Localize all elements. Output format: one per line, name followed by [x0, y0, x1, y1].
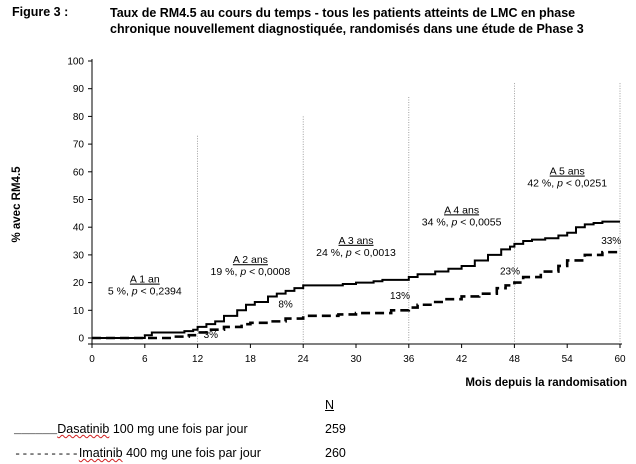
x-tick-label: 18 — [245, 354, 257, 365]
legend-n-imatinib: 260 — [325, 446, 346, 460]
annotation-percent: 19 %, — [211, 266, 241, 278]
annotation-p-value: < 0,0055 — [457, 216, 501, 228]
y-tick-label: 20 — [73, 278, 85, 289]
x-tick-label: 60 — [614, 354, 626, 365]
legend-n-header: N — [325, 398, 335, 412]
annotation-percent: 42 %, — [527, 178, 557, 190]
legend-dose: 400 mg une fois par jour — [122, 446, 261, 460]
figure-title: Taux de RM4.5 au cours du temps - tous l… — [110, 5, 630, 37]
x-axis-label: Mois depuis la randomisation — [465, 377, 627, 389]
figure-title-line-1: Taux de RM4.5 au cours du temps - tous l… — [110, 6, 576, 20]
legend-n-dasatinib: 259 — [325, 422, 346, 436]
annotation-p-value: < 0,0008 — [246, 266, 290, 278]
annotation-value: 34 %, p < 0,0055 — [422, 216, 502, 228]
y-tick-label: 90 — [73, 84, 85, 95]
annotation-p-symbol: p — [131, 286, 138, 298]
x-tick-label: 42 — [456, 354, 468, 365]
x-tick-label: 30 — [350, 354, 362, 365]
annotation-percent: 24 %, — [316, 247, 346, 259]
figure-title-line-2: chronique nouvellement diagnostiquée, ra… — [110, 22, 584, 36]
value-label: 23% — [500, 266, 520, 277]
annotation-p-value: < 0,0013 — [352, 247, 396, 259]
legend-solid-line: ______ — [14, 423, 58, 437]
annotation-p-symbol: p — [345, 247, 352, 259]
annotation-heading: A 5 ans — [550, 166, 585, 178]
figure-label: Figure 3 : — [12, 5, 69, 19]
annotation-p-value: < 0,0251 — [563, 178, 607, 190]
annotation-percent: 34 %, — [422, 216, 452, 228]
annotation-p-symbol: p — [556, 178, 563, 190]
y-tick-label: 10 — [73, 306, 85, 317]
legend-row-dasatinib: ______Dasatinib 100 mg une fois par jour — [14, 422, 248, 437]
legend-row-imatinib: ---------Imatinib 400 mg une fois par jo… — [14, 446, 261, 461]
legend-drug-name: Imatinib — [78, 446, 123, 460]
value-label: 33% — [601, 236, 621, 247]
series-line-dasatinib — [92, 220, 620, 339]
annotation-p-symbol: p — [239, 266, 246, 278]
y-axis-label: % avec RM4.5 — [11, 166, 23, 243]
x-tick-label: 6 — [142, 354, 148, 365]
x-tick-label: 0 — [89, 354, 95, 365]
annotation-percent: 5 %, — [108, 286, 132, 298]
annotation-value: 24 %, p < 0,0013 — [316, 247, 396, 259]
value-label: 3% — [204, 330, 219, 341]
legend-drug-name: Dasatinib — [57, 422, 110, 436]
annotation-p-symbol: p — [451, 216, 458, 228]
legend-dose: 100 mg une fois par jour — [109, 422, 248, 436]
y-tick-label: 0 — [78, 334, 84, 345]
x-tick-label: 12 — [192, 354, 204, 365]
legend-dashed-line: --------- — [14, 447, 79, 461]
x-tick-label: 48 — [509, 354, 521, 365]
y-tick-label: 60 — [73, 167, 85, 178]
annotation-value: 19 %, p < 0,0008 — [211, 266, 291, 278]
annotation-p-value: < 0,2394 — [138, 286, 182, 298]
y-tick-label: 50 — [73, 195, 85, 206]
y-tick-label: 100 — [67, 57, 84, 68]
annotation-value: 5 %, p < 0,2394 — [108, 286, 182, 298]
annotation-heading: A 2 ans — [233, 254, 268, 266]
x-tick-label: 36 — [403, 354, 415, 365]
value-label: 13% — [390, 291, 410, 302]
series-line-imatinib — [92, 250, 620, 340]
y-tick-label: 80 — [73, 112, 85, 123]
value-label: 8% — [278, 300, 293, 311]
annotation-value: 42 %, p < 0,0251 — [527, 178, 607, 190]
x-tick-label: 54 — [562, 354, 574, 365]
y-tick-label: 40 — [73, 223, 85, 234]
annotation-heading: A 4 ans — [444, 204, 479, 216]
x-tick-label: 24 — [298, 354, 310, 365]
y-tick-label: 70 — [73, 140, 85, 151]
annotation-heading: A 3 ans — [338, 235, 373, 247]
annotation-heading: A 1 an — [130, 274, 160, 286]
y-tick-label: 30 — [73, 250, 85, 261]
